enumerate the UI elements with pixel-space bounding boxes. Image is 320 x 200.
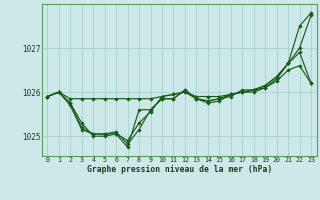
X-axis label: Graphe pression niveau de la mer (hPa): Graphe pression niveau de la mer (hPa) bbox=[87, 165, 272, 174]
